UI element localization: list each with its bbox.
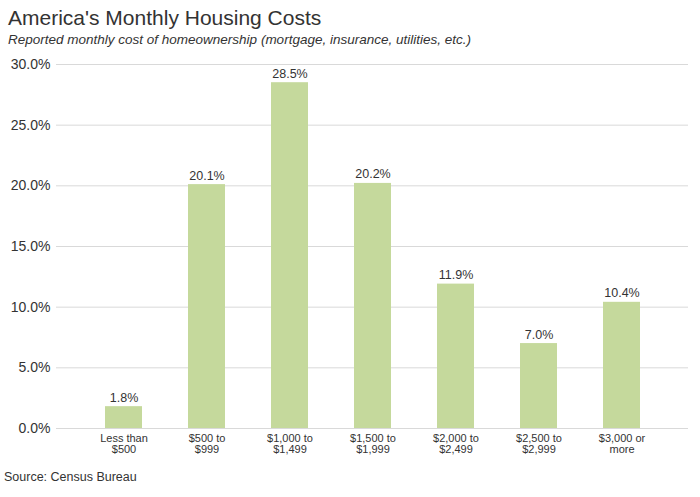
svg-text:28.5%: 28.5% [272, 67, 307, 81]
html-text:America's Monthly Housing Cost: America's Monthly Housing Costs [8, 6, 322, 29]
svg-text:30.0%: 30.0% [11, 56, 51, 72]
svg-text:20.1%: 20.1% [189, 169, 224, 183]
svg-text:15.0%: 15.0% [11, 238, 51, 254]
svg-text:0.0%: 0.0% [19, 420, 51, 436]
svg-text:Less than$500: Less than$500 [100, 432, 148, 455]
svg-text:10.4%: 10.4% [604, 286, 639, 300]
svg-text:7.0%: 7.0% [525, 328, 554, 342]
svg-text:$3,000 ormore: $3,000 ormore [599, 432, 646, 455]
svg-text:$500 to$999: $500 to$999 [189, 432, 226, 455]
svg-text:$1,500 to$1,999: $1,500 to$1,999 [350, 432, 396, 455]
svg-text:$2,500 to$2,999: $2,500 to$2,999 [516, 432, 562, 455]
svg-text:11.9%: 11.9% [439, 268, 474, 282]
svg-text:10.0%: 10.0% [11, 299, 51, 315]
svg-text:20.0%: 20.0% [11, 177, 51, 193]
svg-text:1.8%: 1.8% [110, 391, 139, 405]
html-text:Reported monthly cost of homeo: Reported monthly cost of homeownership (… [8, 32, 471, 47]
svg-text:20.2%: 20.2% [355, 167, 390, 181]
svg-text:25.0%: 25.0% [11, 117, 51, 133]
svg-text:$1,000 to$1,499: $1,000 to$1,499 [267, 432, 313, 455]
svg-text:$2,000 to$2,499: $2,000 to$2,499 [433, 432, 479, 455]
html-text:Source: Census Bureau: Source: Census Bureau [4, 470, 137, 484]
svg-text:5.0%: 5.0% [19, 359, 51, 375]
